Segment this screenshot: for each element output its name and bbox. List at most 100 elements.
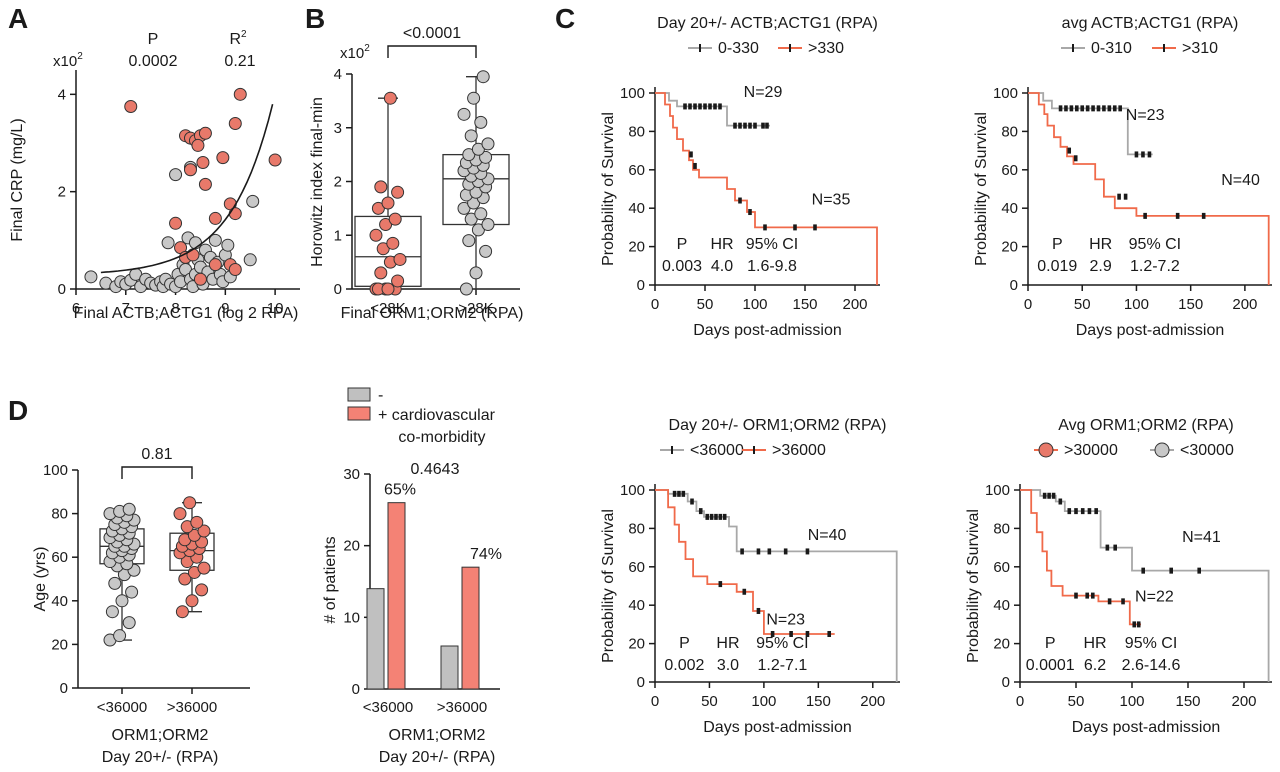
c2-censor-mark <box>1201 212 1206 219</box>
d2-y-axis-tick-label: 0 <box>352 681 360 698</box>
b-point <box>462 234 476 248</box>
d4-stat-p-label: P <box>1045 635 1056 652</box>
d4-censor-mark <box>1085 592 1089 599</box>
b-point <box>479 150 493 164</box>
c2-x-axis-tick-label: 150 <box>1178 296 1203 313</box>
d3-censor-mark <box>742 588 747 595</box>
b-point <box>374 180 388 194</box>
c2-censor-mark <box>1067 147 1072 154</box>
d4-censor-mark <box>1094 508 1098 515</box>
d3-censor-mark <box>672 490 677 497</box>
d1-point <box>197 524 211 538</box>
c1-y-axis-tick-label: 80 <box>628 123 645 140</box>
c2-x-label: Days post-admission <box>1076 322 1225 339</box>
d4-y-label: Probability of Survival <box>965 509 982 663</box>
c2-legend-label: 0-310 <box>1091 40 1132 57</box>
d4-censor-mark <box>1121 598 1125 605</box>
c1-censor-mark <box>718 103 722 110</box>
a-point-red <box>228 207 242 221</box>
d3-censor-mark <box>714 513 718 520</box>
c2-x-axis-tick-label: 50 <box>1074 296 1091 313</box>
d2-legend-label: + cardiovascular <box>378 407 496 424</box>
d1-y-axis-tick-label: 0 <box>60 680 68 697</box>
d2-legend-swatch-grey <box>347 387 371 402</box>
a-y-axis-tick-label: 0 <box>58 281 66 298</box>
b-point <box>393 252 407 266</box>
b-point <box>383 91 397 105</box>
a-point-red <box>193 272 207 286</box>
d1-point <box>197 561 211 575</box>
b-point <box>476 70 490 84</box>
b-point <box>474 207 488 221</box>
d3-censor-mark <box>767 548 772 555</box>
d1-point <box>190 515 204 529</box>
c2-y-axis-tick-label: 80 <box>1001 123 1018 140</box>
c1-stat-p-label: P <box>677 236 688 253</box>
c2-censor-mark <box>1112 105 1117 112</box>
d3-y-label: Probability of Survival <box>600 509 617 663</box>
d4-stat-ci-value: 2.6-14.6 <box>1122 657 1181 674</box>
c2-censor-mark <box>1175 212 1180 219</box>
c1-y-axis-tick-label: 60 <box>628 162 645 179</box>
d2-y-axis-tick-label: 20 <box>343 538 360 555</box>
c1-x-axis-tick-label: 50 <box>697 296 714 313</box>
d4-censor-mark <box>1197 567 1201 574</box>
d3-x-label: Days post-admission <box>703 719 852 736</box>
c1-y-axis-tick-label: 100 <box>620 85 645 102</box>
c2-censor-mark <box>1117 193 1121 200</box>
a-point-red <box>228 263 242 277</box>
d4-x-axis-tick-label: 100 <box>1119 693 1144 710</box>
d1-y-axis-tick-label: 60 <box>51 549 68 566</box>
d4-y-axis-tick-label: 20 <box>993 636 1010 653</box>
b-point <box>388 212 402 226</box>
d4-y-axis-tick-label: 80 <box>993 520 1010 537</box>
b-point <box>467 91 481 105</box>
c1-n-label-grey: N=29 <box>744 84 783 101</box>
d3-censor-mark <box>756 548 761 555</box>
c1-y-label: Probability of Survival <box>600 112 617 266</box>
d3-y-axis-tick-label: 80 <box>628 520 645 537</box>
c1-censor-mark <box>689 151 693 158</box>
panel-letter-d: D <box>8 395 28 426</box>
a-point-red <box>216 151 230 165</box>
d3-legend-label: >36000 <box>772 442 826 459</box>
panel-letter-a: A <box>8 3 28 34</box>
c2-y-axis-tick-label: 40 <box>1001 200 1018 217</box>
d2-legend-label: co-morbidity <box>398 429 485 446</box>
c2-censor-mark <box>1080 105 1085 112</box>
c1-x-axis-tick-label: 150 <box>792 296 817 313</box>
a-point-grey <box>169 168 183 182</box>
b-point <box>386 236 400 250</box>
b-y-axis-tick-label: 3 <box>334 120 342 137</box>
d3-censor-mark <box>827 631 832 637</box>
c2-x-axis-tick-label: 0 <box>1024 296 1032 313</box>
d1-point <box>105 605 119 619</box>
d3-y-axis-tick-label: 60 <box>628 559 645 576</box>
c1-curve-red <box>655 92 878 285</box>
d3-y-axis-tick-label: 20 <box>628 636 645 653</box>
d2-category-label: >36000 <box>437 699 487 716</box>
d1-point <box>108 576 122 590</box>
d2-category-label: <36000 <box>363 699 413 716</box>
c2-y-axis-tick-label: 0 <box>1010 277 1018 294</box>
d4-stat-ci-label: 95% CI <box>1125 635 1177 652</box>
d3-n-label-grey: N=40 <box>808 527 847 544</box>
d4-x-axis-tick-label: 200 <box>1231 693 1256 710</box>
c2-censor-mark <box>1134 151 1139 158</box>
a-point-red <box>208 258 222 272</box>
b-point <box>481 218 495 231</box>
d4-y-axis-tick-label: 100 <box>985 482 1010 499</box>
b-point <box>464 129 478 143</box>
a-x-axis-tick-label: 8 <box>171 300 179 317</box>
d3-stat-p-label: P <box>679 635 690 652</box>
d4-legend-dot <box>1038 442 1054 458</box>
c2-censor-mark <box>1102 105 1106 112</box>
d1-point <box>195 583 209 597</box>
c1-stat-ci-label: 95% CI <box>746 236 798 253</box>
c2-title: avg ACTB;ACTG1 (RPA) <box>1062 15 1239 32</box>
c1-censor-mark <box>738 197 742 204</box>
a-point-grey <box>161 236 175 250</box>
c2-y-axis-tick-label: 20 <box>1001 239 1018 256</box>
d3-censor-mark <box>722 513 727 520</box>
a-r2-value: 0.21 <box>224 53 255 70</box>
